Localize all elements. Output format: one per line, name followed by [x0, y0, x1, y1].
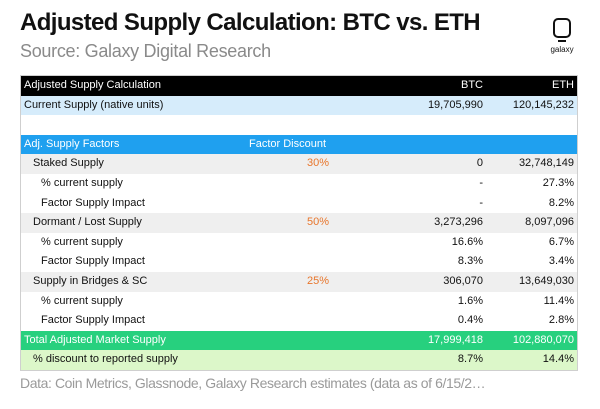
staked-btc: 0 — [476, 157, 483, 170]
bridges-row: Supply in Bridges & SC 25% 306,070 13,64… — [21, 271, 577, 292]
bridges-pct-eth: 11.4% — [543, 294, 574, 307]
total-row: Total Adjusted Market Supply 17,999,418 … — [21, 330, 577, 351]
staked-pct-label: % current supply — [41, 176, 123, 189]
adjusted-supply-table: Adjusted Supply Calculation BTC ETH Curr… — [20, 75, 578, 371]
galaxy-logo: galaxy — [542, 18, 582, 54]
bridges-label: Supply in Bridges & SC — [33, 274, 148, 287]
dormant-pct-eth: 6.7% — [548, 235, 574, 248]
staked-impact-label: Factor Supply Impact — [41, 196, 145, 209]
factors-header-row: Adj. Supply Factors Factor Discount — [21, 134, 577, 155]
discount-btc: 8.7% — [457, 353, 483, 366]
dormant-eth: 8,097,096 — [525, 216, 574, 229]
dormant-pct-row: % current supply 16.6% 6.7% — [21, 232, 577, 253]
bridges-factor: 25% — [306, 274, 329, 287]
staked-row: Staked Supply 30% 0 32,748,149 — [21, 154, 577, 174]
factors-header-label: Adj. Supply Factors — [24, 137, 120, 150]
dormant-btc: 3,273,296 — [434, 216, 483, 229]
table-header-row: Adjusted Supply Calculation BTC ETH — [21, 76, 577, 96]
dormant-impact-label: Factor Supply Impact — [41, 255, 145, 268]
current-supply-btc: 19,705,990 — [427, 98, 483, 111]
page-subtitle: Source: Galaxy Digital Research — [20, 41, 271, 61]
total-btc: 17,999,418 — [427, 333, 483, 346]
staked-factor: 30% — [306, 157, 329, 170]
dormant-impact-btc: 8.3% — [457, 255, 483, 268]
bridges-btc: 306,070 — [443, 274, 483, 287]
bridges-impact-label: Factor Supply Impact — [41, 314, 145, 327]
discount-eth: 14.4% — [542, 353, 574, 366]
galaxy-logo-text: galaxy — [550, 45, 574, 54]
bridges-impact-btc: 0.4% — [457, 314, 483, 327]
dormant-label: Dormant / Lost Supply — [33, 216, 142, 229]
staked-pct-row: % current supply - 27.3% — [21, 173, 577, 194]
bridges-impact-row: Factor Supply Impact 0.4% 2.8% — [21, 311, 577, 331]
header-btc: BTC — [461, 79, 483, 91]
total-label: Total Adjusted Market Supply — [24, 333, 166, 346]
dormant-impact-eth: 3.4% — [548, 255, 574, 268]
bridges-pct-label: % current supply — [41, 294, 123, 307]
current-supply-label: Current Supply (native units) — [24, 98, 164, 111]
spacer-row — [21, 115, 577, 135]
galaxy-logo-icon — [553, 18, 571, 42]
footer-source-note: Data: Coin Metrics, Glassnode, Galaxy Re… — [20, 375, 486, 391]
staked-impact-btc: - — [479, 196, 483, 209]
total-eth: 102,880,070 — [512, 333, 574, 346]
header-label: Adjusted Supply Calculation — [24, 79, 161, 91]
current-supply-row: Current Supply (native units) 19,705,990… — [21, 95, 577, 116]
bridges-pct-row: % current supply 1.6% 11.4% — [21, 291, 577, 312]
dormant-pct-label: % current supply — [41, 235, 123, 248]
header-eth: ETH — [552, 79, 574, 91]
page-title: Adjusted Supply Calculation: BTC vs. ETH — [20, 9, 481, 36]
dormant-pct-btc: 16.6% — [451, 235, 483, 248]
discount-row: % discount to reported supply 8.7% 14.4% — [21, 350, 577, 370]
current-supply-eth: 120,145,232 — [512, 98, 574, 111]
dormant-impact-row: Factor Supply Impact 8.3% 3.4% — [21, 252, 577, 272]
factors-header-discount: Factor Discount — [249, 137, 327, 150]
bridges-impact-eth: 2.8% — [548, 314, 574, 327]
staked-pct-eth: 27.3% — [542, 176, 574, 189]
staked-label: Staked Supply — [33, 157, 104, 170]
bridges-pct-btc: 1.6% — [457, 294, 483, 307]
dormant-row: Dormant / Lost Supply 50% 3,273,296 8,09… — [21, 213, 577, 233]
discount-label: % discount to reported supply — [33, 353, 178, 366]
staked-impact-row: Factor Supply Impact - 8.2% — [21, 193, 577, 214]
staked-eth: 32,748,149 — [518, 157, 574, 170]
staked-impact-eth: 8.2% — [548, 196, 574, 209]
staked-pct-btc: - — [479, 176, 483, 189]
bridges-eth: 13,649,030 — [518, 274, 574, 287]
dormant-factor: 50% — [306, 216, 329, 229]
